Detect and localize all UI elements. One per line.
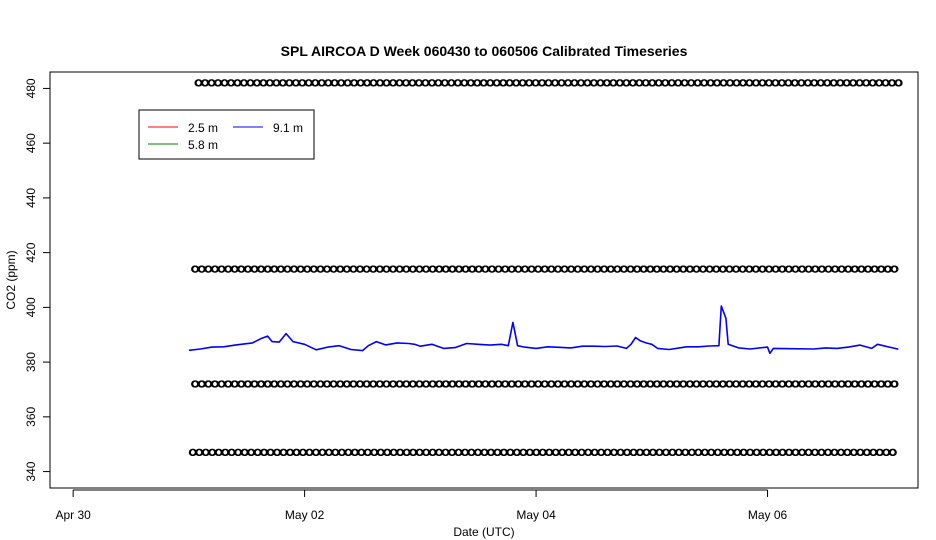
x-tick-label: May 04 xyxy=(516,508,556,522)
y-tick-label: 340 xyxy=(24,461,38,481)
x-tick-label: Apr 30 xyxy=(55,508,91,522)
x-tick-label: May 06 xyxy=(748,508,788,522)
legend-box xyxy=(138,109,315,160)
chart-title: SPL AIRCOA D Week 060430 to 060506 Calib… xyxy=(281,43,688,59)
y-tick-label: 480 xyxy=(24,78,38,98)
y-tick-label: 420 xyxy=(24,242,38,262)
y-tick-label: 400 xyxy=(24,297,38,317)
legend-label-9-1m: 9.1 m xyxy=(273,121,303,135)
y-tick-label: 440 xyxy=(24,188,38,208)
y-axis-label: CO2 (ppm) xyxy=(4,250,18,309)
plot-frame xyxy=(49,71,919,489)
y-tick-label: 460 xyxy=(24,133,38,153)
x-tick-label: May 02 xyxy=(285,508,325,522)
calibration-points xyxy=(188,79,903,457)
series-line-9-1m xyxy=(188,305,899,355)
y-tick-label: 380 xyxy=(24,352,38,372)
calibration-point xyxy=(889,448,897,457)
calibration-point xyxy=(891,380,899,388)
legend: 2.5 m 5.8 m 9.1 m xyxy=(138,109,315,160)
y-tick-label: 360 xyxy=(24,407,38,427)
legend-label-2-5m: 2.5 m xyxy=(188,121,218,135)
calibration-point xyxy=(895,79,903,87)
calibration-point xyxy=(891,265,899,273)
x-axis-label: Date (UTC) xyxy=(453,525,514,539)
series-lines xyxy=(188,305,899,355)
y-axis: 340 360 380 400 420 440 460 480 xyxy=(24,78,50,482)
legend-label-5-8m: 5.8 m xyxy=(188,138,218,152)
x-axis: Apr 30 May 02 May 04 May 06 xyxy=(55,489,788,522)
